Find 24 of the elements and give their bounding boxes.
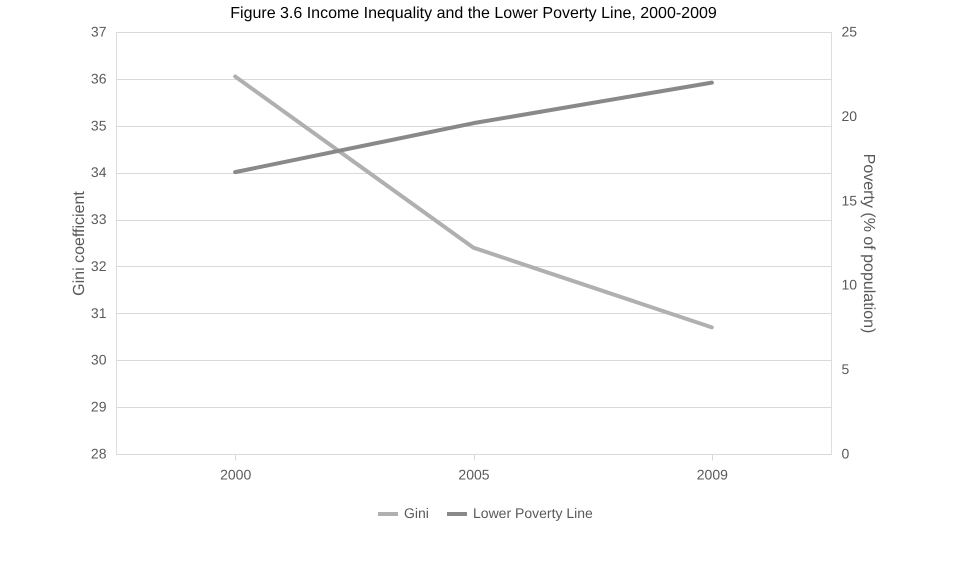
y-tick-label: 33 (90, 211, 107, 228)
y2-tick-label: 5 (842, 361, 850, 378)
y-tick-label: 34 (90, 164, 107, 180)
x-tick-label: 2005 (458, 466, 490, 482)
chart-title: Figure 3.6 Income Inequality and the Lower Poverty Line, 2000-2009 (230, 5, 717, 22)
legend-label: Lower Poverty Line (473, 505, 594, 521)
y2-tick-label: 0 (842, 446, 850, 462)
y2-tick-label: 20 (842, 108, 858, 124)
y2-tick-label: 10 (842, 276, 858, 293)
y-tick-label: 29 (90, 398, 107, 415)
y-tick-label: 32 (90, 258, 107, 274)
y2-axis-title: Poverty (% of population) (860, 154, 878, 334)
y-tick-label: 37 (90, 24, 107, 40)
x-tick-label: 2000 (220, 466, 252, 482)
y-tick-label: 31 (90, 304, 107, 321)
y2-tick-label: 25 (842, 24, 858, 40)
y-tick-label: 30 (90, 352, 107, 368)
y2-tick-label: 15 (842, 192, 858, 208)
x-tick-label: 2009 (696, 466, 728, 482)
y-tick-label: 28 (90, 446, 107, 462)
y-axis-title: Gini coefficient (70, 190, 88, 296)
legend-label: Gini (404, 505, 429, 521)
y-tick-label: 36 (90, 70, 107, 86)
y-tick-label: 35 (90, 117, 107, 134)
